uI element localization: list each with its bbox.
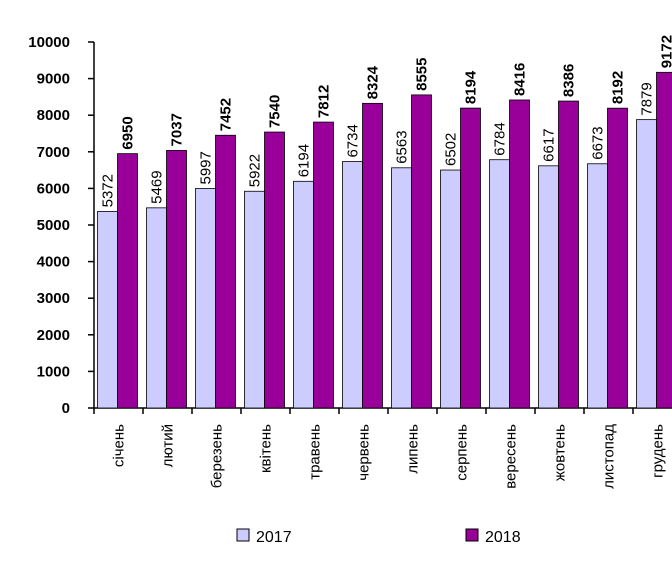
bar-2017-червень	[342, 161, 363, 409]
data-label-2018: 8192	[610, 71, 627, 104]
data-label-2017: 6617	[541, 128, 558, 161]
data-label-2018: 8324	[365, 65, 382, 99]
x-tick-label: вересень	[503, 424, 520, 489]
x-tick-label: липень	[405, 424, 422, 474]
x-axis: січень лютий березень квітень травень червень…	[93, 407, 672, 489]
bar-2018-вересень	[509, 99, 530, 409]
data-label-2017: 6734	[345, 124, 362, 157]
bar-2017-травень	[293, 180, 314, 409]
bar-2018-серпень	[460, 107, 481, 409]
data-label-2017: 6673	[590, 126, 607, 159]
y-tick-label: 0	[62, 400, 70, 417]
data-label-2017: 6784	[492, 122, 509, 155]
y-tick-label: 1000	[37, 363, 70, 380]
y-tick-label: 6000	[37, 180, 70, 197]
data-label-2017: 7879	[639, 82, 656, 115]
bar-2018-лютий	[166, 150, 187, 409]
x-tick-label: квітень	[258, 424, 275, 473]
data-label-2018: 8194	[463, 70, 480, 104]
bar-2017-липень	[391, 167, 412, 409]
data-label-2018: 9172	[659, 35, 672, 68]
x-tick-label: березень	[209, 424, 226, 488]
x-tick-label: січень	[111, 424, 128, 467]
y-tick-label: 9000	[37, 71, 70, 88]
x-tick-label: лютий	[160, 424, 177, 467]
bar-2018-листопад	[607, 107, 628, 409]
legend-swatch-2017	[236, 528, 250, 542]
legend: 2017 2018	[236, 528, 521, 546]
x-tick-label: червень	[356, 424, 373, 481]
bar-2018-квітень	[264, 131, 285, 409]
data-label-2017: 6194	[296, 144, 313, 177]
bar-2018-січень	[117, 153, 138, 409]
legend-label-2017: 2017	[256, 529, 292, 546]
x-tick-label: грудень	[650, 424, 667, 478]
bar-2017-листопад	[587, 163, 608, 409]
y-tick-label: 8000	[37, 107, 70, 124]
bar-2017-жовтень	[538, 165, 559, 409]
bar-2018-липень	[411, 94, 432, 409]
y-tick-label: 2000	[37, 327, 70, 344]
bar-2017-квітень	[244, 190, 265, 409]
legend-label-2018: 2018	[485, 529, 521, 546]
data-label-2018: 6950	[120, 116, 137, 149]
data-label-2018: 8386	[561, 64, 578, 97]
data-labels: 5372 5469 5997 5922 6194 6734 6563 6502 6784 6617…	[100, 35, 672, 207]
data-label-2018: 7812	[316, 85, 333, 118]
legend-swatch-2018	[465, 528, 479, 542]
data-label-2018: 7037	[169, 113, 186, 146]
y-tick-label: 10000	[28, 34, 70, 51]
bar-2017-серпень	[440, 169, 461, 409]
data-label-2018: 8416	[512, 63, 529, 96]
bar-2018-грудень	[656, 71, 672, 409]
data-label-2017: 5922	[247, 154, 264, 187]
bar-2017-вересень	[489, 159, 510, 409]
bar-2017-січень	[97, 210, 118, 409]
x-tick-label: травень	[307, 424, 324, 480]
bar-2017-грудень	[636, 119, 657, 409]
bar-2018-червень	[362, 102, 383, 409]
y-tick-label: 5000	[37, 217, 70, 234]
y-axis: 0 1000 2000 3000 4000 5000 6000 7000 8000 9000 100…	[28, 34, 95, 417]
x-tick-label: жовтень	[552, 424, 569, 481]
bar-2018-жовтень	[558, 100, 579, 409]
bar-2017-лютий	[146, 207, 167, 409]
data-label-2017: 5372	[100, 174, 117, 207]
bar-2018-травень	[313, 121, 334, 409]
bars	[97, 71, 672, 409]
data-label-2017: 6502	[443, 133, 460, 166]
data-label-2018: 7452	[218, 98, 235, 131]
x-tick-label: серпень	[454, 424, 471, 481]
y-tick-label: 3000	[37, 290, 70, 307]
data-label-2017: 6563	[394, 130, 411, 163]
bar-2018-березень	[215, 134, 236, 409]
y-tick-label: 7000	[37, 144, 70, 161]
bar-2017-березень	[195, 188, 216, 409]
data-label-2017: 5469	[149, 170, 166, 203]
y-tick-label: 4000	[37, 254, 70, 271]
data-label-2018: 8555	[414, 58, 431, 91]
data-label-2017: 5997	[198, 151, 215, 184]
x-tick-label: листопад	[601, 424, 618, 489]
data-label-2018: 7540	[267, 95, 284, 128]
